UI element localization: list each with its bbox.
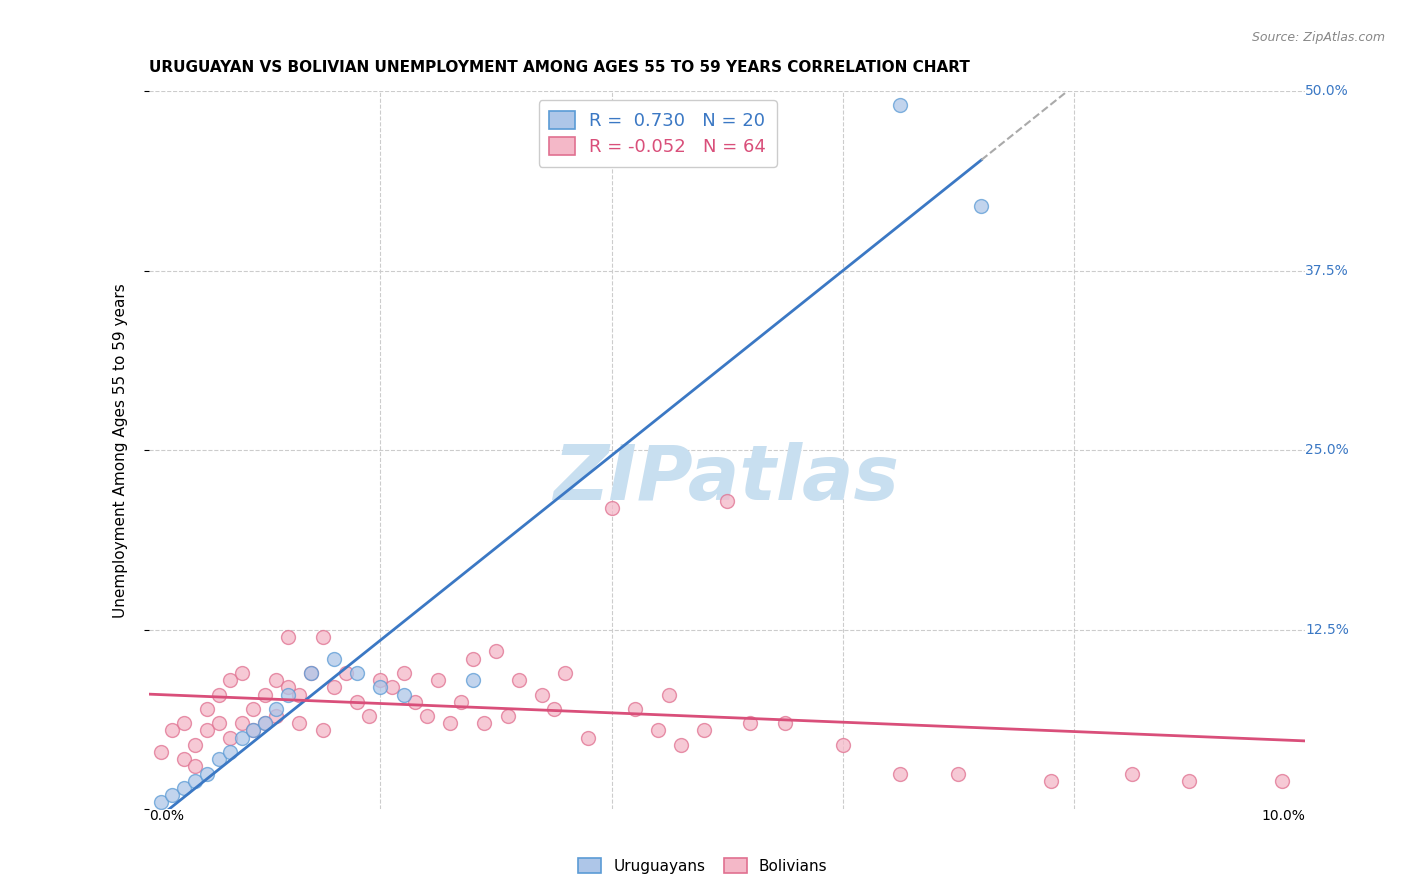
Point: [219, 745, 242, 759]
Point: [669, 738, 692, 752]
Legend: Uruguayans, Bolivians: Uruguayans, Bolivians: [572, 852, 834, 880]
Point: [415, 709, 437, 723]
Point: [392, 665, 415, 680]
Point: [195, 702, 218, 716]
Point: [427, 673, 450, 688]
Point: [288, 716, 311, 731]
Point: [231, 665, 253, 680]
Point: [831, 738, 853, 752]
Point: [323, 651, 346, 665]
Text: ZIPatlas: ZIPatlas: [554, 442, 900, 516]
Point: [773, 716, 796, 731]
Point: [623, 702, 645, 716]
Point: [970, 199, 993, 213]
Point: [266, 702, 288, 716]
Point: [740, 716, 762, 731]
Point: [554, 665, 576, 680]
Point: [184, 759, 207, 773]
Point: [253, 688, 276, 702]
Point: [242, 723, 264, 738]
Text: 10.0%: 10.0%: [1261, 809, 1305, 823]
Point: [335, 665, 357, 680]
Point: [600, 500, 623, 515]
Point: [149, 745, 172, 759]
Point: [299, 665, 322, 680]
Point: [1271, 773, 1294, 788]
Text: Source: ZipAtlas.com: Source: ZipAtlas.com: [1251, 31, 1385, 45]
Point: [346, 665, 368, 680]
Point: [195, 766, 218, 780]
Text: 25.0%: 25.0%: [1305, 443, 1348, 458]
Point: [381, 681, 404, 695]
Point: [948, 766, 970, 780]
Point: [474, 716, 496, 731]
Point: [173, 780, 195, 795]
Point: [508, 673, 530, 688]
Text: URUGUAYAN VS BOLIVIAN UNEMPLOYMENT AMONG AGES 55 TO 59 YEARS CORRELATION CHART: URUGUAYAN VS BOLIVIAN UNEMPLOYMENT AMONG…: [149, 60, 970, 75]
Point: [207, 716, 229, 731]
Point: [207, 688, 229, 702]
Point: [311, 630, 333, 644]
Point: [311, 723, 333, 738]
Y-axis label: Unemployment Among Ages 55 to 59 years: Unemployment Among Ages 55 to 59 years: [114, 283, 128, 617]
Point: [195, 723, 218, 738]
Text: 50.0%: 50.0%: [1305, 84, 1348, 98]
Point: [1039, 773, 1062, 788]
Point: [370, 673, 392, 688]
Point: [461, 673, 484, 688]
Point: [299, 665, 322, 680]
Point: [184, 738, 207, 752]
Point: [231, 716, 253, 731]
Text: 0.0%: 0.0%: [149, 809, 184, 823]
Point: [253, 716, 276, 731]
Point: [162, 723, 184, 738]
Point: [242, 702, 264, 716]
Point: [253, 716, 276, 731]
Point: [392, 688, 415, 702]
Point: [357, 709, 380, 723]
Text: 37.5%: 37.5%: [1305, 264, 1348, 277]
Point: [219, 731, 242, 745]
Point: [1178, 773, 1201, 788]
Point: [266, 673, 288, 688]
Point: [323, 681, 346, 695]
Point: [439, 716, 461, 731]
Point: [277, 630, 299, 644]
Text: 12.5%: 12.5%: [1305, 623, 1348, 637]
Point: [716, 493, 738, 508]
Point: [889, 98, 911, 112]
Point: [173, 716, 195, 731]
Point: [647, 723, 669, 738]
Point: [531, 688, 554, 702]
Point: [404, 695, 426, 709]
Point: [288, 688, 311, 702]
Point: [173, 752, 195, 766]
Point: [578, 731, 600, 745]
Point: [450, 695, 472, 709]
Point: [1121, 766, 1143, 780]
Point: [693, 723, 716, 738]
Point: [461, 651, 484, 665]
Point: [162, 788, 184, 802]
Point: [277, 688, 299, 702]
Point: [496, 709, 519, 723]
Point: [370, 681, 392, 695]
Point: [242, 723, 264, 738]
Point: [266, 709, 288, 723]
Point: [207, 752, 229, 766]
Point: [658, 688, 681, 702]
Point: [543, 702, 565, 716]
Point: [889, 766, 911, 780]
Point: [277, 681, 299, 695]
Point: [346, 695, 368, 709]
Point: [149, 795, 172, 809]
Point: [184, 773, 207, 788]
Point: [219, 673, 242, 688]
Point: [485, 644, 508, 658]
Legend: R =  0.730   N = 20, R = -0.052   N = 64: R = 0.730 N = 20, R = -0.052 N = 64: [538, 100, 778, 167]
Point: [231, 731, 253, 745]
